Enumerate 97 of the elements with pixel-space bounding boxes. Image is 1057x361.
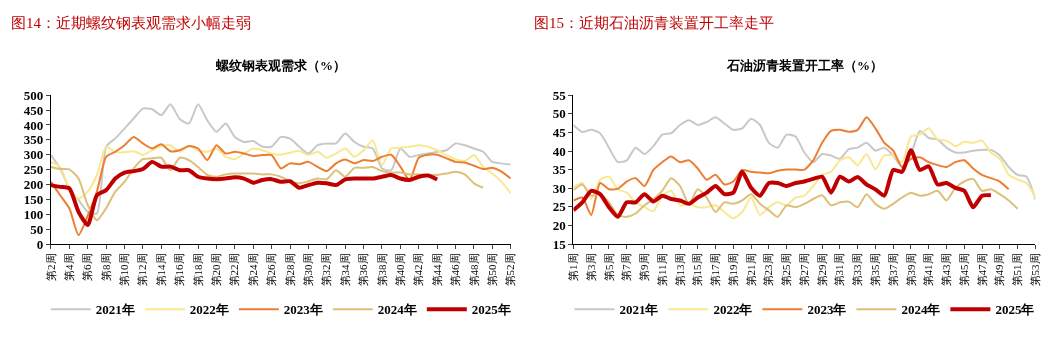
x-tick-label: 第31周: [833, 253, 846, 287]
y-tick-label: 25: [552, 199, 567, 215]
x-tick-label: 第34周: [338, 253, 351, 287]
x-tick-label: 第15周: [691, 253, 704, 287]
legend-label: 2023年: [283, 302, 323, 318]
x-tick-label: 第22周: [228, 253, 241, 287]
legend-label: 2021年: [95, 302, 135, 318]
x-tick-label: 第17周: [709, 253, 722, 287]
x-tick-label: 第13周: [673, 253, 686, 287]
legend-label: 2022年: [713, 302, 753, 318]
x-tick-label: 第30周: [302, 253, 314, 287]
line-series: [573, 116, 1036, 201]
line-series: [50, 156, 485, 222]
x-tick-label: 第20周: [210, 253, 223, 287]
x-tick-label: 第10周: [118, 253, 131, 287]
x-tick-label: 第48周: [467, 253, 480, 287]
y-tick-label: 250: [23, 162, 44, 178]
legend-label: 2023年: [807, 302, 847, 318]
y-tick-label: 400: [23, 117, 44, 133]
x-tick-label: 第2周: [44, 253, 57, 281]
y-tick-label: 0: [36, 236, 44, 252]
x-tick-label: 第19周: [726, 253, 739, 287]
x-tick-label: 第7周: [620, 253, 633, 281]
x-tick-label: 第51周: [1011, 253, 1024, 287]
x-tick-label: 第11周: [655, 253, 668, 286]
x-tick-label: 第12周: [136, 253, 149, 287]
x-tick-label: 第33周: [851, 253, 864, 287]
x-tick-label: 第39周: [904, 253, 917, 287]
x-tick-label: 第26周: [265, 253, 278, 287]
chart-subtitle: 螺纹钢表观需求（%）: [215, 58, 346, 73]
line-series: [573, 116, 1010, 216]
x-tick-label: 第40周: [393, 253, 406, 287]
legend-label: 2025年: [471, 302, 511, 318]
legend-label: 2024年: [901, 302, 941, 318]
y-tick-label: 35: [552, 162, 567, 178]
y-tick-label: 55: [552, 87, 567, 103]
legend-label: 2024年: [377, 302, 417, 318]
x-tick-label: 第46周: [449, 253, 462, 287]
chart-title: 图14：近期螺纹钢表观需求小幅走弱: [11, 15, 251, 31]
x-tick-label: 第52周: [504, 253, 517, 287]
chart-title: 图15：近期石油沥青装置开工率走平: [534, 15, 774, 31]
x-tick-label: 第16周: [173, 253, 186, 287]
y-tick-label: 450: [23, 102, 44, 118]
line-series: [50, 139, 511, 200]
legend-label: 2021年: [619, 302, 659, 318]
y-tick-label: 45: [552, 124, 567, 140]
y-tick-label: 500: [23, 87, 44, 103]
x-tick-label: 第3周: [584, 253, 597, 281]
x-tick-label: 第45周: [957, 253, 970, 287]
x-tick-label: 第42周: [412, 253, 425, 287]
y-tick-label: 50: [552, 106, 566, 122]
line-series: [573, 177, 1019, 218]
line-series: [573, 148, 993, 219]
x-tick-label: 第8周: [99, 253, 112, 281]
x-tick-label: 第28周: [283, 253, 296, 287]
x-tick-label: 第49周: [993, 253, 1006, 287]
x-tick-label: 第35周: [869, 253, 882, 287]
y-tick-label: 200: [23, 177, 44, 193]
line-series: [50, 103, 511, 215]
y-tick-label: 100: [23, 206, 44, 222]
y-tick-label: 150: [23, 191, 44, 207]
y-tick-label: 350: [23, 132, 44, 148]
x-tick-label: 第29周: [815, 253, 828, 287]
x-tick-label: 第37周: [886, 253, 899, 287]
line-series: [573, 127, 1036, 220]
chart-subtitle: 石油沥青装置开工率（%）: [726, 58, 883, 73]
y-tick-label: 20: [552, 217, 566, 233]
x-tick-label: 第25周: [780, 253, 793, 287]
x-tick-label: 第32周: [320, 253, 333, 287]
x-tick-label: 第47周: [975, 253, 988, 287]
x-tick-label: 第23周: [762, 253, 775, 287]
x-tick-label: 第24周: [246, 253, 259, 287]
x-tick-label: 第43周: [940, 253, 953, 287]
x-tick-label: 第38周: [375, 253, 388, 287]
x-tick-label: 第50周: [485, 253, 498, 287]
x-tick-label: 第5周: [602, 253, 615, 281]
line-series: [50, 135, 511, 237]
y-tick-label: 300: [23, 147, 44, 163]
x-tick-label: 第41周: [922, 253, 935, 287]
line-series: [50, 159, 440, 227]
x-tick-label: 第36周: [357, 253, 370, 287]
y-tick-label: 50: [30, 221, 44, 237]
x-tick-label: 第9周: [638, 253, 651, 281]
x-tick-label: 第27周: [797, 253, 810, 287]
x-tick-label: 第1周: [567, 253, 580, 281]
x-tick-label: 第14周: [154, 253, 167, 287]
y-tick-label: 30: [552, 180, 566, 196]
x-tick-label: 第44周: [430, 253, 443, 287]
y-tick-label: 15: [552, 236, 567, 252]
x-tick-label: 第21周: [744, 253, 757, 287]
legend-label: 2025年: [995, 302, 1035, 318]
x-tick-label: 第18周: [191, 253, 204, 287]
x-tick-label: 第4周: [62, 253, 75, 281]
x-tick-label: 第53周: [1028, 253, 1041, 287]
y-tick-label: 40: [552, 143, 566, 159]
legend-label: 2022年: [189, 302, 229, 318]
x-tick-label: 第6周: [81, 253, 94, 281]
